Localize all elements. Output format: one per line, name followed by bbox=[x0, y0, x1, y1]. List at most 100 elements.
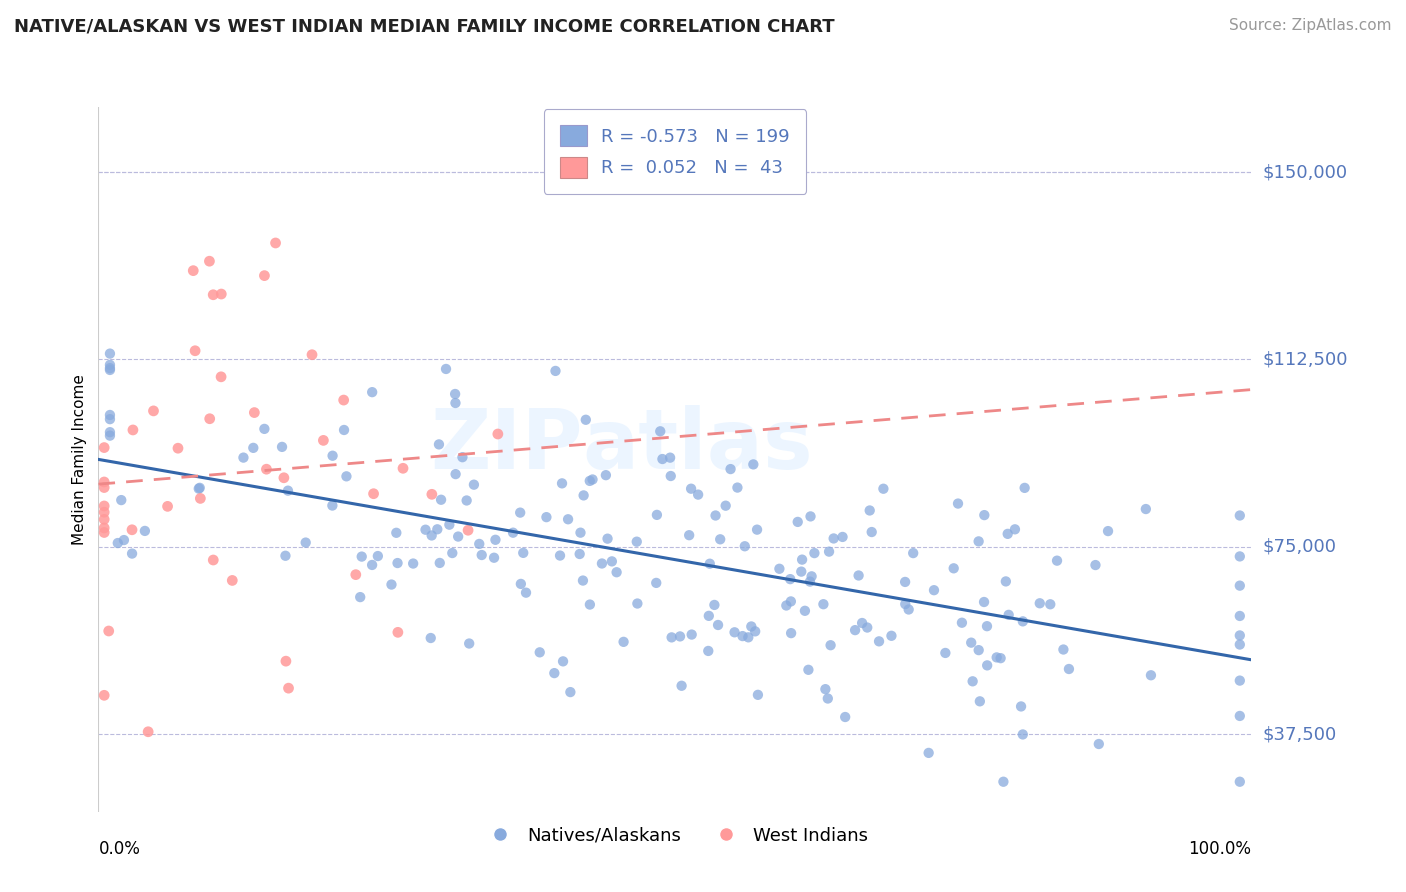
Point bbox=[678, 528, 700, 542]
Point bbox=[976, 658, 998, 673]
Point bbox=[1088, 737, 1111, 751]
Point bbox=[793, 604, 815, 618]
Point bbox=[744, 624, 766, 639]
Point bbox=[731, 629, 754, 643]
Point bbox=[277, 483, 299, 498]
Point bbox=[484, 533, 506, 547]
Point bbox=[444, 387, 467, 401]
Point bbox=[950, 615, 973, 630]
Point bbox=[429, 556, 451, 570]
Point bbox=[142, 404, 165, 418]
Point bbox=[1229, 508, 1251, 523]
Point bbox=[745, 523, 768, 537]
Point bbox=[202, 287, 225, 301]
Point bbox=[202, 553, 225, 567]
Point bbox=[181, 263, 204, 277]
Point bbox=[253, 268, 276, 283]
Point bbox=[98, 358, 121, 372]
Point bbox=[714, 499, 737, 513]
Point bbox=[471, 548, 494, 562]
Point bbox=[800, 569, 823, 583]
Point bbox=[209, 287, 232, 301]
Point bbox=[922, 583, 945, 598]
Point bbox=[967, 534, 990, 549]
Point bbox=[444, 396, 467, 410]
Point bbox=[333, 423, 356, 437]
Text: 0.0%: 0.0% bbox=[98, 840, 141, 858]
Point bbox=[112, 533, 135, 547]
Point bbox=[560, 685, 582, 699]
Point bbox=[110, 493, 132, 508]
Point bbox=[709, 533, 731, 547]
Point bbox=[704, 508, 727, 523]
Point bbox=[274, 549, 297, 563]
Point bbox=[669, 629, 692, 643]
Point bbox=[122, 423, 145, 437]
Point bbox=[427, 437, 450, 451]
Point bbox=[1097, 524, 1119, 538]
Point bbox=[894, 597, 917, 611]
Point bbox=[1229, 609, 1251, 624]
Point bbox=[993, 774, 1015, 789]
Point bbox=[779, 572, 801, 586]
Point bbox=[1229, 709, 1251, 723]
Point bbox=[880, 629, 903, 643]
Point bbox=[831, 530, 853, 544]
Point bbox=[775, 599, 797, 613]
Point bbox=[645, 575, 668, 590]
Point bbox=[799, 509, 821, 524]
Point bbox=[121, 523, 143, 537]
Point bbox=[897, 602, 920, 616]
Point bbox=[387, 625, 409, 640]
Point bbox=[1029, 596, 1052, 610]
Text: $112,500: $112,500 bbox=[1263, 351, 1348, 368]
Point bbox=[243, 406, 266, 420]
Point bbox=[723, 625, 745, 640]
Point bbox=[107, 536, 129, 550]
Point bbox=[707, 618, 730, 632]
Point bbox=[661, 631, 683, 645]
Point bbox=[402, 557, 425, 571]
Point bbox=[447, 530, 470, 544]
Point bbox=[188, 491, 211, 506]
Point bbox=[98, 363, 121, 377]
Point bbox=[613, 635, 636, 649]
Point bbox=[803, 546, 825, 560]
Point bbox=[737, 630, 759, 644]
Point bbox=[93, 512, 115, 526]
Point bbox=[156, 500, 179, 514]
Point bbox=[264, 235, 287, 250]
Point bbox=[482, 550, 505, 565]
Point bbox=[444, 467, 467, 482]
Point bbox=[335, 469, 357, 483]
Point bbox=[536, 510, 558, 524]
Point bbox=[134, 524, 156, 538]
Text: 100.0%: 100.0% bbox=[1188, 840, 1251, 858]
Point bbox=[457, 523, 479, 537]
Point bbox=[98, 346, 121, 360]
Point bbox=[98, 361, 121, 376]
Point bbox=[703, 598, 725, 612]
Point bbox=[997, 607, 1019, 622]
Point bbox=[439, 517, 461, 532]
Point bbox=[322, 449, 344, 463]
Point bbox=[361, 558, 384, 572]
Point bbox=[121, 547, 143, 561]
Point bbox=[860, 524, 883, 539]
Point bbox=[529, 645, 551, 659]
Point bbox=[1046, 554, 1069, 568]
Point bbox=[626, 534, 648, 549]
Point bbox=[93, 499, 115, 513]
Point bbox=[198, 411, 221, 425]
Point bbox=[894, 574, 917, 589]
Point bbox=[813, 597, 835, 611]
Point bbox=[463, 477, 485, 491]
Point bbox=[799, 574, 821, 589]
Point bbox=[136, 724, 159, 739]
Point bbox=[697, 644, 720, 658]
Point bbox=[271, 440, 294, 454]
Point bbox=[426, 522, 449, 536]
Point bbox=[544, 364, 567, 378]
Text: $150,000: $150,000 bbox=[1263, 163, 1347, 181]
Point bbox=[780, 626, 803, 640]
